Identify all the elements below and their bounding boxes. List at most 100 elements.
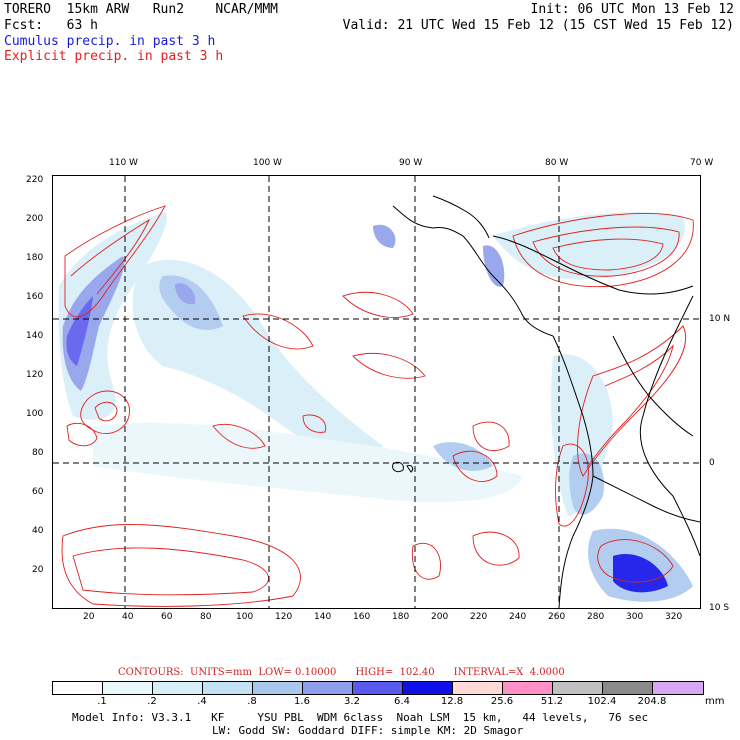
lon-label-70w: 70 W [690,158,714,168]
lat-label-0: 0 [709,458,715,468]
contour-central-5 [352,353,426,379]
scale-label-3.2: 3.2 [344,696,360,707]
grid-x-60: 60 [161,612,173,622]
scale-cell-4 [253,682,303,694]
scale-cell-9 [503,682,553,694]
run-name: Run2 [152,2,185,17]
cumulus-area-panama [483,245,505,287]
org-name: NCAR/MMM [215,2,278,17]
grid-x-160: 160 [353,612,371,622]
grid-x-80: 80 [200,612,212,622]
coastline-caribbean-north [492,235,694,295]
contour-vortex-2 [66,422,98,447]
contour-central-4 [342,292,414,318]
contour-andes-3 [555,443,589,527]
lon-label-110w: 110 W [109,158,138,168]
scale-cell-5 [303,682,353,694]
scale-label-102.4: 102.4 [587,696,617,707]
lat-label-10n: 10 N [709,314,731,324]
lon-label-80w: 80 W [545,158,569,168]
valid-time: Valid: 21 UTC Wed 15 Feb 12 (15 CST Wed … [342,18,734,33]
cumulus-area-andes [569,453,604,515]
precip-map [52,175,701,609]
scale-unit: mm [705,696,725,707]
grid-y-20: 20 [32,565,44,575]
contour-west-coast-inner [70,218,151,295]
scale-cell-8 [453,682,503,694]
contour-bottom-central [411,542,441,580]
scale-label-51.2: 51.2 [540,696,564,707]
scale-label-0.4: .4 [197,696,207,707]
scale-label-204.8: 204.8 [637,696,667,707]
contour-central-3 [242,313,314,350]
contour-info: CONTOURS: UNITS=mm LOW= 0.10000 HIGH= 10… [118,667,565,678]
contour-vortex [80,390,130,434]
field-title-explicit: Explicit precip. in past 3 h [4,49,224,64]
scale-cell-0 [53,682,103,694]
scale-cell-6 [353,682,403,694]
contour-bottom-eddy [472,531,520,566]
scale-label-6.4: 6.4 [394,696,410,707]
grid-x-20: 20 [83,612,95,622]
model-name: TORERO [4,2,51,17]
grid-y-160: 160 [26,292,44,302]
scale-cell-11 [603,682,653,694]
grid-y-80: 80 [32,448,44,458]
cumulus-area-north-spot [373,224,396,248]
contour-andes-1 [577,325,687,477]
field-title-cumulus: Cumulus precip. in past 3 h [4,34,216,49]
grid-y-180: 180 [26,253,44,263]
scale-cell-7 [403,682,453,694]
grid-x-240: 240 [509,612,527,622]
lat-label-10s: 10 S [709,603,730,613]
scale-label-12.8: 12.8 [440,696,464,707]
scale-label-0.2: .2 [147,696,157,707]
grid-x-40: 40 [122,612,134,622]
contour-caribbean-inner-2 [552,238,664,271]
grid-x-320: 320 [665,612,683,622]
grid-y-100: 100 [26,409,44,419]
coastline-south-america-east [639,295,700,557]
coastlines [392,195,700,608]
grid-y-120: 120 [26,370,44,380]
cumulus-area-galapagos-east [433,442,493,471]
scale-label-0.1: .1 [97,696,107,707]
cumulus-area-itcz [93,422,523,502]
grid-x-140: 140 [314,612,332,622]
fcst-value: 63 h [66,18,98,33]
color-scale-bar [52,681,704,695]
grid-x-120: 120 [275,612,293,622]
grid-x-280: 280 [587,612,605,622]
grid-y-220: 220 [26,175,44,185]
coastline-colombia-interior [612,335,694,437]
grid-y-60: 60 [32,487,44,497]
fcst-label: Fcst: [4,18,44,33]
coastline-galapagos [392,461,404,473]
scale-label-25.6: 25.6 [490,696,514,707]
grid-x-220: 220 [470,612,488,622]
model-resolution: 15km ARW [66,2,130,17]
grid-y-140: 140 [26,331,44,341]
init-time: Init: 06 UTC Mon 13 Feb 12 [530,2,735,17]
grid-x-100: 100 [236,612,254,622]
model-info-line-1: Model Info: V3.3.1 KF YSU PBL WDM 6class… [72,711,649,724]
latlon-gridlines [53,176,700,608]
grid-y-200: 200 [26,214,44,224]
scale-label-0.8: .8 [247,696,257,707]
cumulus-area-amazon-core [613,554,668,593]
contour-west-coast [64,205,166,318]
coastline-central-america [392,205,554,337]
scale-cell-3 [203,682,253,694]
grid-x-180: 180 [392,612,410,622]
coastline-peru-interior [592,475,700,523]
contour-central-1 [212,424,266,449]
cumulus-area-central-spot [175,283,196,305]
grid-x-260: 260 [548,612,566,622]
scale-cell-2 [153,682,203,694]
header-line-1: TORERO 15km ARW Run2 NCAR/MMM [4,2,278,17]
contour-central-2 [302,414,327,433]
forecast-hour: Fcst: 63 h [4,18,98,33]
contour-galapagos [452,450,498,482]
scale-label-1.6: 1.6 [294,696,310,707]
contour-andes-2 [586,344,674,469]
